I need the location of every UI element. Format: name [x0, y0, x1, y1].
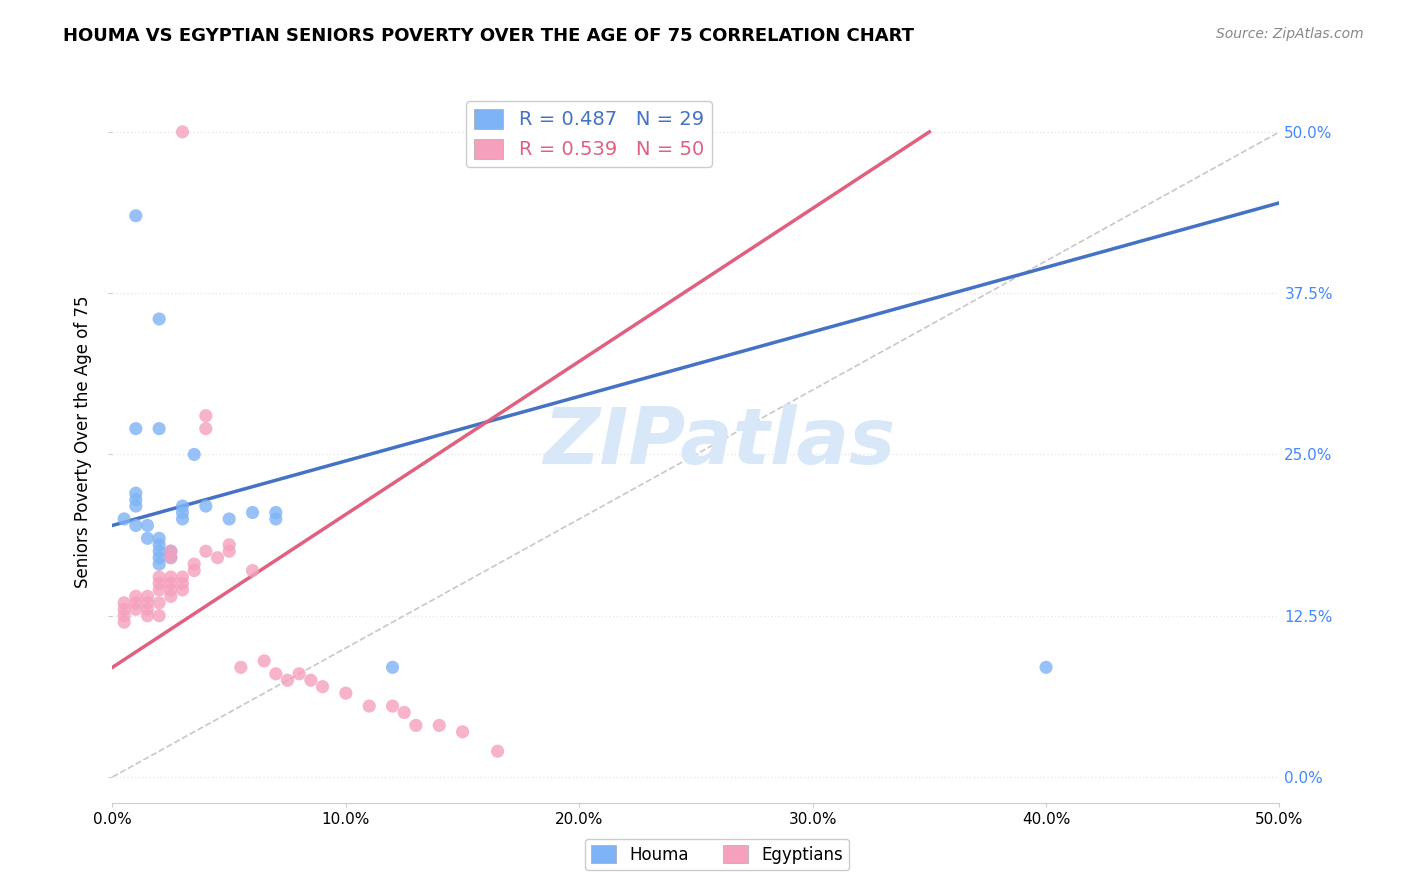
Legend: Houma, Egyptians: Houma, Egyptians: [585, 838, 849, 871]
Point: [276, 673, 298, 688]
Point: [148, 596, 170, 610]
Point: [148, 422, 170, 436]
Point: [427, 718, 450, 732]
Text: HOUMA VS EGYPTIAN SENIORS POVERTY OVER THE AGE OF 75 CORRELATION CHART: HOUMA VS EGYPTIAN SENIORS POVERTY OVER T…: [63, 27, 914, 45]
Point: [381, 699, 404, 714]
Point: [335, 686, 357, 700]
Point: [264, 666, 287, 681]
Point: [183, 564, 205, 578]
Point: [148, 550, 170, 565]
Point: [242, 506, 264, 520]
Point: [112, 615, 135, 630]
Point: [160, 582, 183, 597]
Point: [112, 608, 135, 623]
Point: [194, 544, 217, 558]
Point: [148, 531, 170, 545]
Point: [148, 538, 170, 552]
Point: [172, 125, 194, 139]
Y-axis label: Seniors Poverty Over the Age of 75: Seniors Poverty Over the Age of 75: [75, 295, 93, 588]
Point: [194, 422, 217, 436]
Point: [451, 724, 474, 739]
Point: [160, 544, 183, 558]
Point: [148, 312, 170, 326]
Point: [242, 564, 264, 578]
Point: [160, 570, 183, 584]
Point: [172, 499, 194, 513]
Point: [136, 531, 159, 545]
Point: [136, 518, 159, 533]
Point: [394, 706, 416, 720]
Point: [125, 590, 148, 604]
Point: [148, 544, 170, 558]
Point: [218, 512, 240, 526]
Point: [125, 499, 148, 513]
Point: [288, 666, 311, 681]
Point: [148, 557, 170, 571]
Point: [218, 544, 240, 558]
Point: [125, 422, 148, 436]
Point: [148, 576, 170, 591]
Point: [207, 550, 229, 565]
Point: [183, 447, 205, 461]
Point: [172, 512, 194, 526]
Point: [172, 506, 194, 520]
Point: [160, 550, 183, 565]
Point: [112, 512, 135, 526]
Point: [160, 544, 183, 558]
Point: [125, 596, 148, 610]
Point: [160, 590, 183, 604]
Point: [405, 718, 427, 732]
Legend: R = 0.487   N = 29, R = 0.539   N = 50: R = 0.487 N = 29, R = 0.539 N = 50: [467, 101, 711, 167]
Point: [125, 518, 148, 533]
Point: [125, 602, 148, 616]
Point: [136, 590, 159, 604]
Point: [194, 409, 217, 423]
Point: [125, 209, 148, 223]
Point: [359, 699, 381, 714]
Point: [125, 486, 148, 500]
Point: [112, 596, 135, 610]
Point: [136, 602, 159, 616]
Point: [125, 492, 148, 507]
Point: [160, 550, 183, 565]
Point: [381, 660, 404, 674]
Point: [172, 582, 194, 597]
Point: [148, 582, 170, 597]
Point: [264, 512, 287, 526]
Point: [194, 499, 217, 513]
Point: [253, 654, 276, 668]
Point: [148, 608, 170, 623]
Point: [136, 596, 159, 610]
Point: [172, 576, 194, 591]
Point: [299, 673, 322, 688]
Point: [311, 680, 333, 694]
Point: [136, 608, 159, 623]
Point: [160, 576, 183, 591]
Point: [183, 557, 205, 571]
Point: [172, 570, 194, 584]
Point: [218, 538, 240, 552]
Text: ZIPatlas: ZIPatlas: [543, 403, 896, 480]
Text: Source: ZipAtlas.com: Source: ZipAtlas.com: [1216, 27, 1364, 41]
Point: [264, 506, 287, 520]
Point: [486, 744, 509, 758]
Point: [148, 570, 170, 584]
Point: [229, 660, 252, 674]
Point: [1035, 660, 1057, 674]
Point: [112, 602, 135, 616]
